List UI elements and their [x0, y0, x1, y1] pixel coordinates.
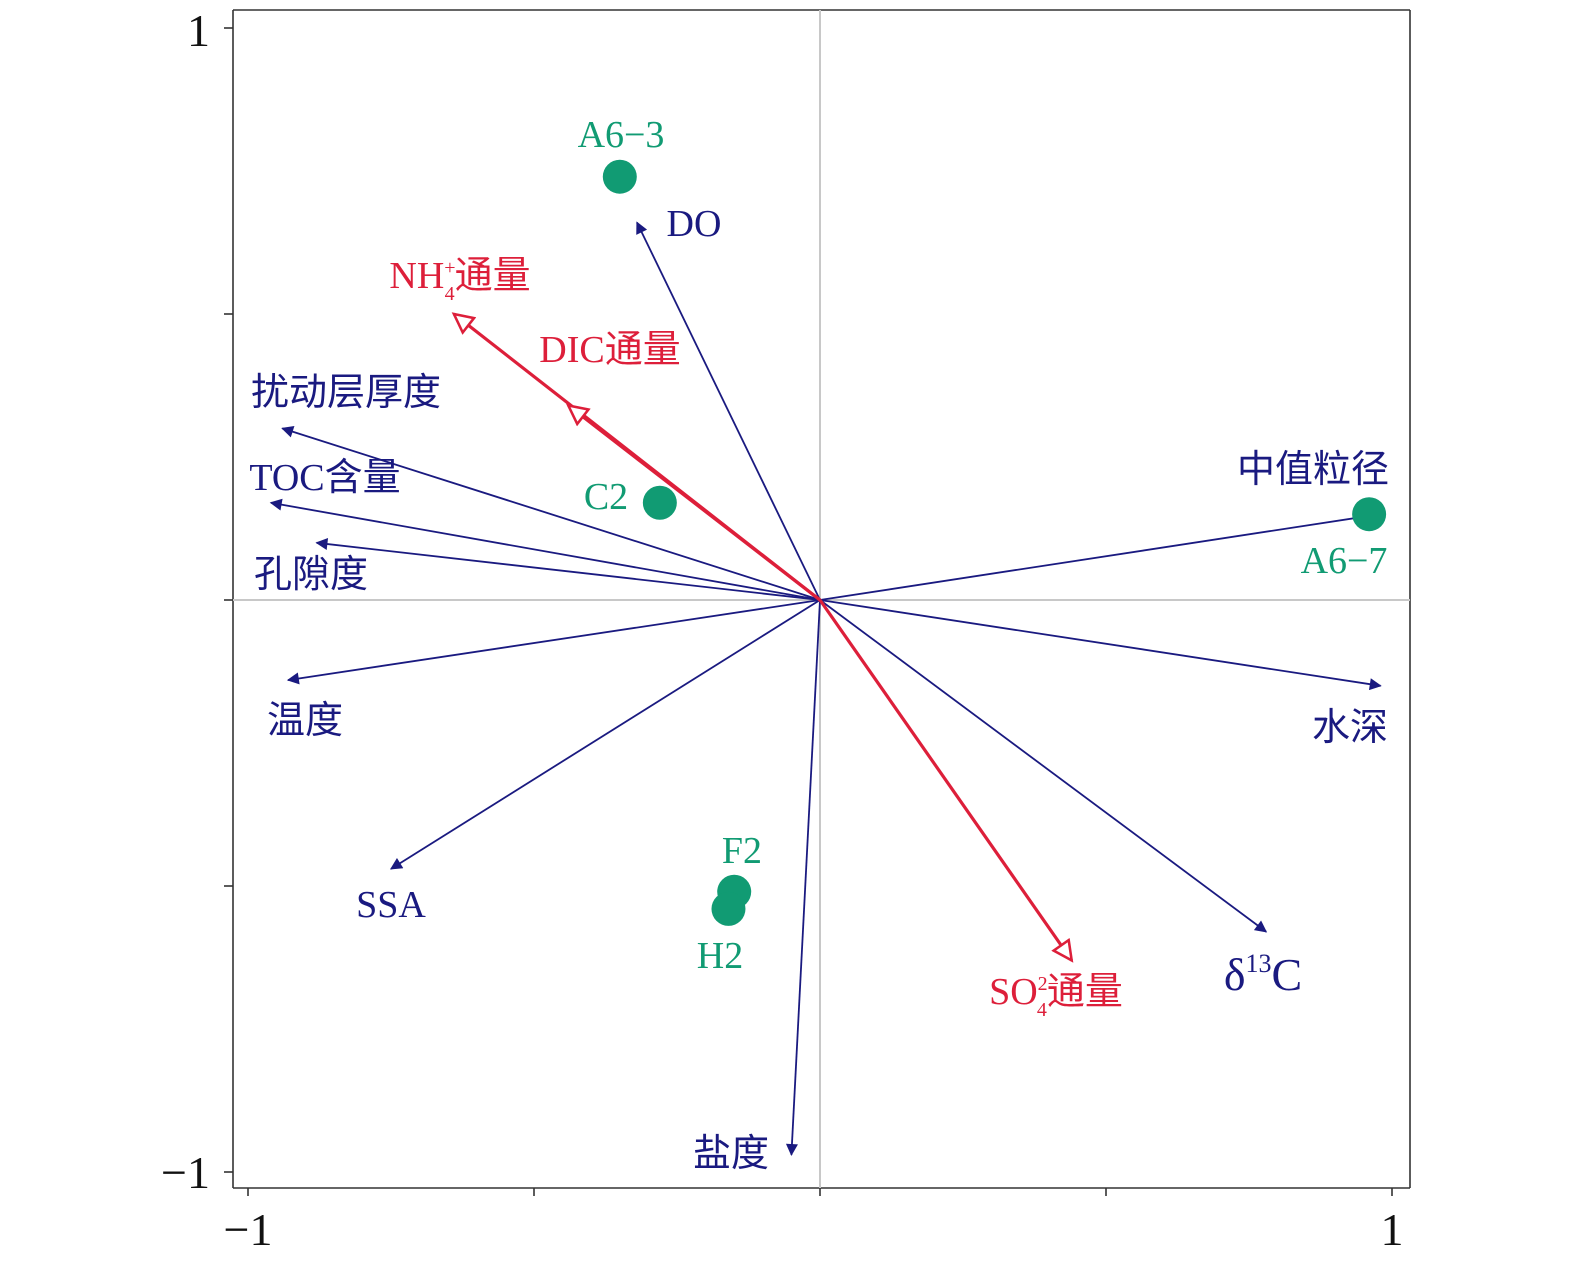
env-arrow-8 — [819, 599, 1382, 691]
sample-points: A6−3 C2 A6−7 F2 H2 — [578, 114, 1388, 977]
env-arrow-4 — [286, 599, 821, 685]
env-arrow-label: 水深 — [1312, 707, 1388, 749]
y-ticks — [224, 27, 233, 1173]
sample-label: C2 — [584, 476, 628, 518]
env-arrow-label: 孔隙度 — [254, 554, 368, 596]
x-ticks — [247, 1188, 1393, 1196]
y-tick-label-bottom: −1 — [161, 1147, 210, 1198]
response-arrow-so42 — [818, 599, 1072, 960]
env-arrow-3 — [315, 538, 821, 601]
env-arrow-6 — [785, 599, 821, 1157]
sample-point-a6-3 — [602, 159, 637, 194]
response-arrow-dic — [568, 406, 821, 602]
env-arrow-label: 扰动层厚度 — [251, 372, 441, 414]
env-arrow-label: SSA — [356, 884, 426, 926]
sample-point-c2 — [642, 485, 677, 520]
env-arrow-ssa — [389, 599, 821, 870]
x-tick-label-left: −1 — [224, 1204, 273, 1255]
env-arrow-1 — [281, 425, 821, 601]
env-arrow-do — [636, 221, 821, 601]
sample-point-a6-7 — [1352, 497, 1387, 532]
env-arrow-label: DO — [667, 203, 722, 245]
env-arrow-label: 中值粒径 — [1237, 449, 1389, 491]
response-arrow-label: SO2− 4通量 — [989, 971, 1123, 1021]
sample-point-h2 — [711, 891, 746, 926]
sample-label: A6−7 — [1301, 540, 1388, 582]
env-arrow-toc — [269, 498, 821, 601]
env-arrow-label: 盐度 — [693, 1133, 769, 1175]
x-tick-label-right: 1 — [1381, 1204, 1404, 1255]
env-arrow-13c — [819, 599, 1268, 933]
sample-label: H2 — [697, 935, 743, 977]
y-tick-label-top: 1 — [187, 5, 210, 56]
sample-label: A6−3 — [578, 114, 665, 156]
env-arrow-label: TOC含量 — [249, 457, 400, 499]
response-arrow-label: DIC通量 — [539, 329, 680, 371]
env-arrow-label: δ13C — [1224, 949, 1302, 1000]
env-arrow-label: 温度 — [267, 700, 343, 742]
tick-labels: 1 −1 −1 1 — [161, 5, 1403, 1255]
sample-label: F2 — [722, 830, 762, 872]
env-arrow-9 — [819, 509, 1382, 601]
response-arrow-label: NH+ 4通量 — [389, 255, 530, 305]
